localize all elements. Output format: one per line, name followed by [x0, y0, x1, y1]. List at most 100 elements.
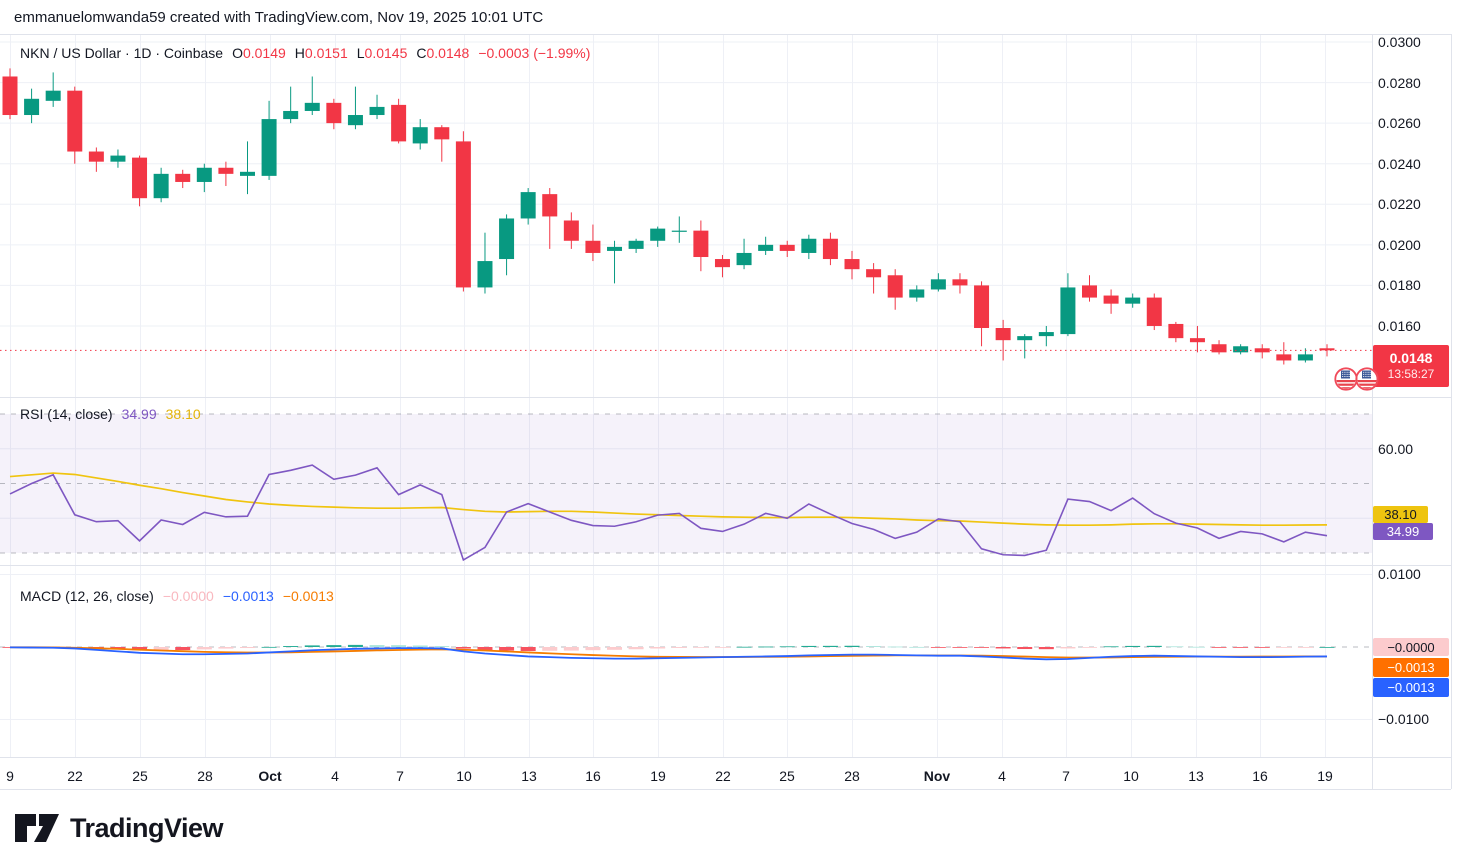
rsi-ma-badge: 38.10 — [1373, 506, 1428, 523]
macd-hist-bar — [628, 647, 644, 650]
currency-flag-icons[interactable] — [1333, 364, 1389, 394]
macd-hist-badge: −0.0000 — [1373, 638, 1449, 656]
candle-body — [477, 261, 493, 288]
candle-body — [1060, 287, 1076, 335]
candle-body — [412, 127, 428, 144]
macd-hist-bar — [930, 647, 946, 648]
candle-body — [1168, 323, 1184, 339]
macd-hist-bar — [995, 647, 1011, 649]
macd-hist-bar — [477, 647, 493, 651]
macd-hist-bar — [1233, 647, 1249, 648]
macd-hist-bar — [499, 647, 515, 651]
macd-hist-bar — [1276, 647, 1292, 648]
macd-hist-value: −0.0000 — [162, 588, 214, 604]
candle-body — [45, 90, 61, 101]
candle-body — [779, 244, 795, 251]
last-price-badge: 0.0148 13:58:27 — [1373, 345, 1449, 387]
candle-body — [585, 240, 601, 253]
time-axis-label: 10 — [456, 768, 472, 784]
macd-hist-bar — [1017, 647, 1033, 650]
candle-body — [218, 167, 234, 174]
macd-hist-bar — [153, 647, 169, 651]
macd-hist-bar — [607, 647, 623, 650]
candle-body — [369, 106, 385, 116]
ohlc-close: C0.0148 — [416, 45, 470, 61]
candle-body — [693, 230, 709, 258]
candle-body — [520, 192, 536, 219]
macd-signal-badge: −0.0013 — [1373, 658, 1449, 677]
candle-body — [67, 90, 83, 152]
macd-hist-bar — [434, 646, 450, 647]
macd-hist-bar — [909, 646, 925, 648]
macd-title: MACD (12, 26, close) — [20, 588, 154, 604]
macd-hist-bar — [1168, 646, 1184, 648]
tradingview-logo-icon — [15, 814, 59, 842]
candle-body — [866, 269, 882, 278]
time-axis-label: 4 — [331, 768, 339, 784]
price-axis-label: 0.0200 — [1378, 236, 1421, 253]
time-axis-label: 13 — [1188, 768, 1204, 784]
candle-body — [844, 259, 860, 270]
ohlc-high: H0.0151 — [294, 45, 348, 61]
candle-body — [24, 98, 40, 116]
rsi-legend[interactable]: RSI (14, close) 34.99 38.10 — [20, 406, 201, 422]
rsi-ma-line — [9, 472, 1327, 527]
macd-hist-bar — [1103, 646, 1119, 648]
macd-hist-bar — [844, 645, 860, 647]
price-axis-label: 0.0280 — [1378, 74, 1421, 91]
macd-axis-top-label: 0.0100 — [1378, 566, 1421, 582]
macd-axis-bottom-label: −0.0100 — [1378, 711, 1429, 727]
candle-body — [153, 173, 169, 199]
time-axis-label: 19 — [650, 768, 666, 784]
last-price: 0.0148 — [1389, 349, 1433, 366]
candle-body — [671, 230, 687, 232]
macd-hist-bar — [412, 645, 428, 647]
time-axis-label: 22 — [715, 768, 731, 784]
macd-hist-bar — [1189, 646, 1205, 648]
macd-hist-bar — [218, 647, 234, 649]
candle-body — [434, 127, 450, 140]
ohlc-low: L0.0145 — [356, 45, 408, 61]
macd-hist-bar — [952, 647, 968, 648]
candle-body — [1082, 285, 1097, 298]
macd-hist-bar — [974, 647, 990, 648]
macd-hist-bar — [1038, 647, 1054, 650]
time-axis-label: 16 — [585, 768, 601, 784]
candle-body — [563, 220, 579, 241]
candle-body — [499, 218, 515, 260]
time-axis-label: 10 — [1123, 768, 1139, 784]
price-axis-label: 0.0220 — [1378, 196, 1421, 213]
time-axis-label: Nov — [923, 768, 951, 784]
price-legend[interactable]: NKN / US Dollar · 1D · Coinbase O0.0149 … — [20, 45, 590, 61]
candle-body — [758, 244, 774, 251]
candle-body — [283, 110, 299, 120]
macd-hist-bar — [239, 647, 255, 649]
rsi-ma-value: 38.10 — [165, 406, 201, 422]
base-currency-flag-icon — [1334, 367, 1358, 391]
time-axis-label: 16 — [1252, 768, 1268, 784]
candle-body — [1038, 332, 1054, 337]
bar-countdown: 13:58:27 — [1387, 367, 1435, 382]
macd-hist-bar — [1146, 645, 1162, 647]
macd-hist-bar — [801, 645, 817, 647]
macd-legend[interactable]: MACD (12, 26, close) −0.0000 −0.0013 −0.… — [20, 588, 334, 604]
macd-hist-bar — [650, 647, 666, 649]
time-axis-label: 28 — [844, 768, 860, 784]
candle-body — [2, 76, 18, 116]
macd-hist-bar — [1319, 647, 1335, 648]
candle-body — [930, 279, 946, 290]
candle-body — [887, 275, 903, 298]
price-axis-label: 0.0260 — [1378, 115, 1421, 132]
macd-hist-bar — [369, 645, 385, 647]
macd-hist-bar — [391, 645, 407, 647]
candle-body — [607, 246, 623, 251]
macd-hist-bar — [758, 646, 774, 648]
macd-hist-bar — [175, 647, 191, 651]
candle-body — [1125, 297, 1141, 304]
candle-body — [650, 228, 666, 241]
candle-body — [822, 238, 838, 260]
macd-hist-bar — [736, 646, 752, 648]
tradingview-logo[interactable]: TradingView — [14, 810, 224, 846]
symbol-title: NKN / US Dollar · 1D · Coinbase — [20, 45, 224, 61]
